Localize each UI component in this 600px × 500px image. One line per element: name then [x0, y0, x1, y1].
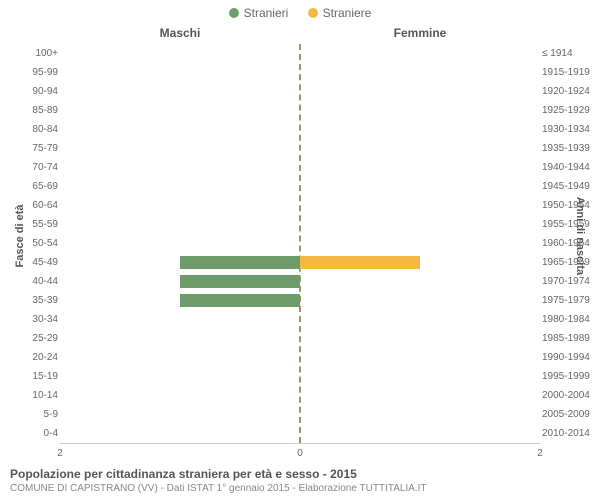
age-label: 40-44 [4, 272, 58, 291]
legend-label-female: Straniere [323, 6, 372, 20]
age-label: 55-59 [4, 215, 58, 234]
footer-subtitle: COMUNE DI CAPISTRANO (VV) - Dati ISTAT 1… [10, 483, 590, 494]
year-label: 2010-2014 [542, 424, 598, 443]
age-label: 45-49 [4, 253, 58, 272]
year-label: 1950-1954 [542, 196, 598, 215]
year-label: 1925-1929 [542, 101, 598, 120]
bar-male [180, 275, 300, 288]
age-label: 30-34 [4, 310, 58, 329]
age-label: 15-19 [4, 367, 58, 386]
year-label: 1985-1989 [542, 329, 598, 348]
year-label: ≤ 1914 [542, 44, 598, 63]
x-tick-label: 2 [537, 448, 543, 459]
age-label: 0-4 [4, 424, 58, 443]
age-label: 25-29 [4, 329, 58, 348]
female-swatch-icon [308, 8, 318, 18]
age-label: 60-64 [4, 196, 58, 215]
bar-female [300, 256, 420, 269]
year-label: 1980-1984 [542, 310, 598, 329]
year-label: 1920-1924 [542, 82, 598, 101]
age-label: 5-9 [4, 405, 58, 424]
year-label: 1935-1939 [542, 139, 598, 158]
year-label: 1915-1919 [542, 63, 598, 82]
footer-title: Popolazione per cittadinanza straniera p… [10, 467, 590, 481]
population-pyramid-chart: Stranieri Straniere Maschi Femmine Fasce… [0, 0, 600, 500]
x-tick-label: 2 [57, 448, 63, 459]
age-label: 70-74 [4, 158, 58, 177]
male-swatch-icon [229, 8, 239, 18]
x-tick-label: 0 [297, 448, 303, 459]
year-label: 1970-1974 [542, 272, 598, 291]
age-label: 80-84 [4, 120, 58, 139]
center-divider [299, 44, 301, 443]
age-label: 35-39 [4, 291, 58, 310]
legend-item-female: Straniere [308, 6, 372, 20]
age-label: 85-89 [4, 101, 58, 120]
legend-item-male: Stranieri [229, 6, 289, 20]
age-label: 65-69 [4, 177, 58, 196]
year-label: 1945-1949 [542, 177, 598, 196]
bar-male [180, 294, 300, 307]
age-label: 10-14 [4, 386, 58, 405]
year-label: 1975-1979 [542, 291, 598, 310]
chart-footer: Popolazione per cittadinanza straniera p… [10, 467, 590, 494]
year-label: 1965-1969 [542, 253, 598, 272]
year-label: 1930-1934 [542, 120, 598, 139]
age-label: 50-54 [4, 234, 58, 253]
age-label: 100+ [4, 44, 58, 63]
year-label: 1990-1994 [542, 348, 598, 367]
age-label: 75-79 [4, 139, 58, 158]
column-title-male: Maschi [80, 26, 280, 40]
bar-male [180, 256, 300, 269]
legend-label-male: Stranieri [244, 6, 289, 20]
year-label: 1940-1944 [542, 158, 598, 177]
year-label: 2005-2009 [542, 405, 598, 424]
age-label: 90-94 [4, 82, 58, 101]
year-label: 1995-1999 [542, 367, 598, 386]
age-label: 95-99 [4, 63, 58, 82]
age-label: 20-24 [4, 348, 58, 367]
year-label: 2000-2004 [542, 386, 598, 405]
year-label: 1955-1959 [542, 215, 598, 234]
legend: Stranieri Straniere [0, 6, 600, 21]
plot-area: 202 [60, 44, 540, 444]
year-label: 1960-1964 [542, 234, 598, 253]
column-title-female: Femmine [320, 26, 520, 40]
